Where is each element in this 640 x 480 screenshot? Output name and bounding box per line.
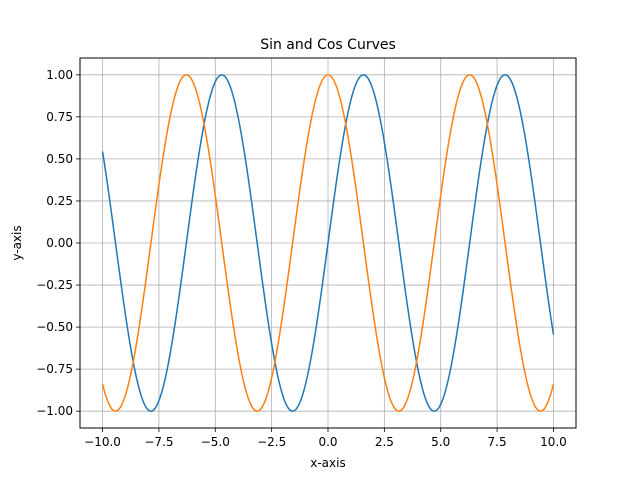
- y-tick-label: 1.00: [46, 68, 73, 82]
- y-tick-label: −0.50: [36, 320, 73, 334]
- x-tick-label: −5.0: [201, 435, 230, 449]
- sin-series-line: [101, 74, 555, 412]
- chart-title: Sin and Cos Curves: [260, 37, 396, 53]
- x-tick-label: 10.0: [540, 435, 567, 449]
- y-ticks: −1.00 −0.75 −0.50 −0.25 0.00 0.25 0.50 0.75 1.00: [36, 68, 80, 418]
- cos-series-line: [101, 74, 555, 412]
- x-tick-label: −2.5: [257, 435, 286, 449]
- x-tick-label: 2.5: [375, 435, 394, 449]
- x-tick-label: 7.5: [488, 435, 507, 449]
- y-tick-label: −1.00: [36, 404, 73, 418]
- x-tick-label: −7.5: [144, 435, 173, 449]
- y-tick-label: 0.00: [46, 236, 73, 250]
- x-tick-label: −10.0: [84, 435, 121, 449]
- y-axis-label: y-axis: [10, 225, 24, 260]
- y-tick-label: 0.25: [46, 194, 73, 208]
- x-tick-label: 0.0: [318, 435, 337, 449]
- x-axis-label: x-axis: [310, 456, 345, 470]
- y-tick-label: −0.25: [36, 278, 73, 292]
- y-tick-label: −0.75: [36, 362, 73, 376]
- series-layer: [101, 74, 555, 412]
- y-tick-label: 0.75: [46, 110, 73, 124]
- x-ticks: −10.0 −7.5 −5.0 −2.5 0.0 2.5 5.0 7.5 10.0: [84, 428, 567, 449]
- x-tick-label: 5.0: [431, 435, 450, 449]
- y-tick-label: 0.50: [46, 152, 73, 166]
